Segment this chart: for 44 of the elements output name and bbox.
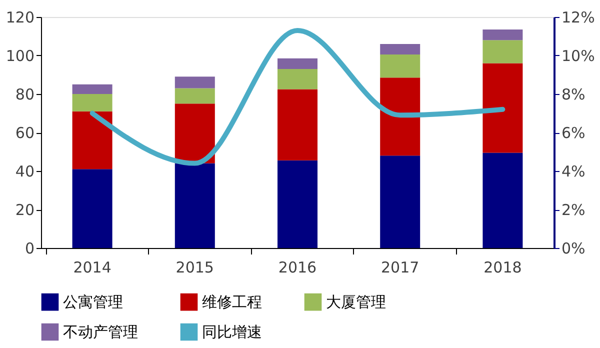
bar <box>380 54 420 78</box>
bar <box>380 44 420 55</box>
x-tick-label: 2017 <box>381 258 420 276</box>
y-tick-label: 80 <box>15 86 34 104</box>
x-tick-label: 2018 <box>484 258 522 276</box>
bar <box>482 152 523 248</box>
bar <box>278 160 318 248</box>
x-tick-label: 2016 <box>278 258 317 276</box>
bar <box>174 104 215 164</box>
y-tick-label: 20 <box>15 201 34 219</box>
y2-tick-label: 6% <box>562 124 586 142</box>
bar <box>174 76 215 88</box>
bar <box>278 68 318 90</box>
y-tick-label: 120 <box>6 8 34 26</box>
bar <box>72 84 112 94</box>
x-tick-label: 2015 <box>176 258 214 276</box>
y2-tick-label: 4% <box>562 162 586 180</box>
bar <box>278 89 318 160</box>
bar <box>72 94 112 112</box>
y2-tick-label: 8% <box>562 86 586 104</box>
legend-label: 不动产管理 <box>63 323 138 341</box>
bar <box>482 40 523 64</box>
x-tick-label: 2014 <box>73 258 112 276</box>
y2-tick-label: 0% <box>562 240 586 258</box>
y2-tick-label: 10% <box>562 47 595 65</box>
legend-label: 大厦管理 <box>326 293 386 312</box>
legend-label: 同比增速 <box>202 323 262 341</box>
bar <box>482 63 523 153</box>
bar <box>72 169 112 248</box>
bar <box>482 30 523 40</box>
bar <box>72 111 112 170</box>
y-tick-label: 0 <box>24 240 34 258</box>
y-tick-label: 60 <box>15 124 34 142</box>
legend-label: 维修工程 <box>202 293 262 312</box>
bar <box>380 156 420 248</box>
y-tick-label: 40 <box>15 162 34 180</box>
legend-label: 公寓管理 <box>63 293 123 312</box>
y2-tick-label: 2% <box>562 201 586 219</box>
bar <box>380 78 420 156</box>
y-tick-label: 100 <box>6 47 34 65</box>
y2-tick-label: 12% <box>562 8 595 26</box>
bar <box>174 163 215 248</box>
bar <box>174 88 215 104</box>
bar <box>278 58 318 69</box>
